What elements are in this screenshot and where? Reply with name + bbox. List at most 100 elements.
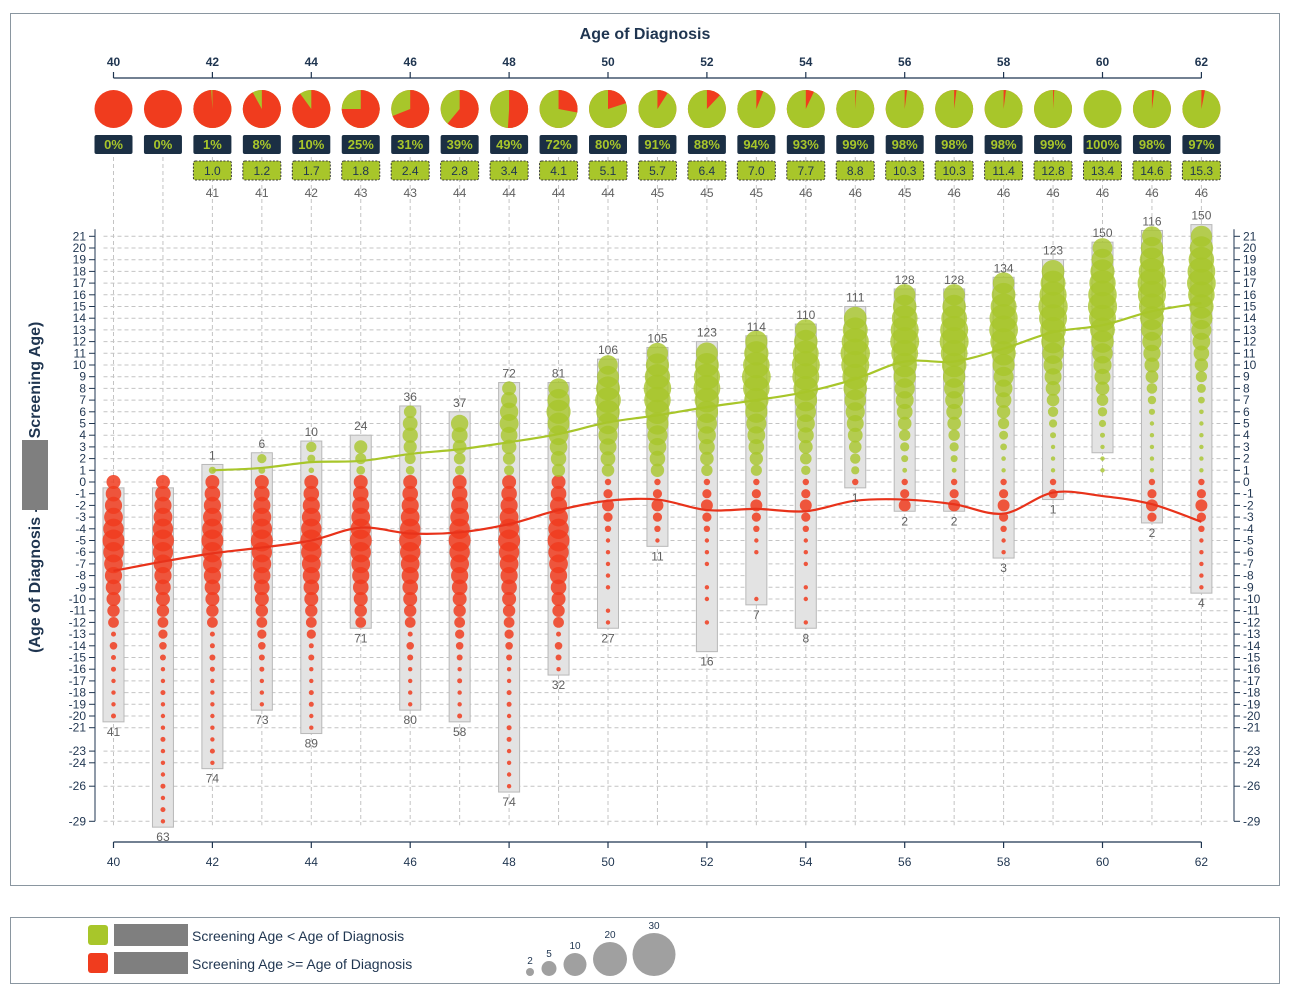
x-tick-label-bottom: 42 xyxy=(206,855,220,869)
red-bubble xyxy=(352,579,369,596)
y-axis-title-redaction xyxy=(22,440,48,510)
red-bubble xyxy=(451,579,468,596)
percent-badge xyxy=(292,135,331,154)
percent-badge xyxy=(786,135,825,154)
percent-label: 80% xyxy=(595,137,621,152)
age-count-label: 44 xyxy=(502,186,516,200)
red-bubble xyxy=(111,678,116,684)
red-bubble xyxy=(111,666,116,672)
red-bubble xyxy=(106,592,121,606)
red-bubble xyxy=(550,579,567,596)
mean-label: 5.7 xyxy=(649,164,666,178)
red-bubble xyxy=(302,567,320,585)
green-bubble xyxy=(454,465,465,475)
y-tick-label-left: -3 xyxy=(75,510,86,524)
x-tick-label-top: 60 xyxy=(1096,55,1110,69)
green-bubble xyxy=(453,452,466,465)
mean-label: 4.1 xyxy=(550,164,567,178)
box-bottom-count: 80 xyxy=(404,713,418,727)
age-count-label: 45 xyxy=(750,186,764,200)
mean-badge xyxy=(1132,160,1172,181)
y-tick-label-left: 14 xyxy=(73,311,87,325)
box-bottom-count: 4 xyxy=(1198,596,1205,610)
green-bubble xyxy=(949,442,959,452)
red-bubble xyxy=(155,592,170,606)
red-bubble xyxy=(501,485,517,502)
red-bubble xyxy=(160,807,166,813)
red-bubble xyxy=(555,654,562,661)
y-tick-label-left: -5 xyxy=(75,534,86,548)
box-top-count: 6 xyxy=(259,437,266,451)
x-tick-label-top: 52 xyxy=(700,55,714,69)
green-bubble xyxy=(749,451,764,466)
mean-label: 2.4 xyxy=(402,164,419,178)
age-count-label: 46 xyxy=(1046,186,1060,200)
size-legend: 2 5 10 20 30 xyxy=(526,921,676,976)
red-bubble xyxy=(506,725,512,731)
age-count-label: 42 xyxy=(305,186,319,200)
green-bubble xyxy=(306,441,317,453)
y-tick-label-left: 9 xyxy=(79,370,86,384)
size-legend-bubble xyxy=(526,968,534,976)
green-bubble xyxy=(1198,396,1205,404)
x-tick-label-top: 62 xyxy=(1195,55,1209,69)
red-bubble xyxy=(552,604,565,617)
red-bubble xyxy=(210,713,215,719)
box-top-count: 150 xyxy=(1191,209,1211,223)
red-bubble xyxy=(408,702,413,707)
red-bubble xyxy=(652,489,663,499)
red-bubble xyxy=(803,550,808,555)
red-bubble xyxy=(402,579,419,596)
y-tick-label-right: -21 xyxy=(1243,721,1261,735)
green-bubble xyxy=(1148,408,1156,415)
red-bubble xyxy=(408,690,413,695)
y-tick-label-left: 8 xyxy=(79,381,86,395)
box-bottom-count: 2 xyxy=(901,514,908,528)
red-bubble xyxy=(159,654,166,661)
box-top-count: 72 xyxy=(502,367,516,381)
y-tick-label-left: 6 xyxy=(79,405,86,419)
red-bubble xyxy=(852,478,859,486)
box-top-count: 81 xyxy=(552,367,566,381)
size-legend-bubble xyxy=(632,933,676,976)
green-bubble xyxy=(1194,358,1209,372)
red-bubble xyxy=(754,538,759,543)
size-legend-label: 20 xyxy=(604,930,616,941)
red-bubble xyxy=(452,475,467,489)
bubble-layer xyxy=(102,225,1216,824)
y-tick-label-right: -17 xyxy=(1243,674,1261,688)
red-bubble xyxy=(401,567,419,585)
red-bubble xyxy=(206,604,219,617)
red-bubble xyxy=(407,654,414,661)
y-tick-label-right: 18 xyxy=(1243,264,1257,278)
red-bubble xyxy=(704,538,710,543)
red-bubble xyxy=(160,795,166,801)
green-bubble xyxy=(701,464,713,476)
red-bubble xyxy=(651,499,664,512)
y-tick-label-left: -26 xyxy=(69,779,87,793)
red-bubble xyxy=(203,567,221,585)
y-tick-label-left: 4 xyxy=(79,428,86,442)
red-bubble xyxy=(355,617,367,628)
y-tick-label-left: 10 xyxy=(73,358,87,372)
green-bubble xyxy=(1046,393,1060,407)
red-bubble xyxy=(408,678,413,684)
box-top-count: 123 xyxy=(1043,244,1063,258)
box-top-count: 1 xyxy=(209,448,216,462)
red-bubble xyxy=(259,702,265,707)
y-tick-label-left: -1 xyxy=(75,487,86,501)
green-bubble xyxy=(551,463,566,477)
red-bubble xyxy=(254,579,270,596)
percent-badge xyxy=(589,135,627,154)
green-bubble xyxy=(1141,226,1162,247)
percent-label: 72% xyxy=(546,137,572,152)
pie-red-slice xyxy=(805,90,814,109)
green-bubble xyxy=(450,414,469,433)
green-bubble xyxy=(548,378,569,399)
red-bubble xyxy=(506,678,512,684)
green-bubble xyxy=(1195,371,1207,383)
y-tick-label-left: -15 xyxy=(69,651,87,665)
box-top-count: 36 xyxy=(404,390,418,404)
red-bubble xyxy=(506,701,512,707)
